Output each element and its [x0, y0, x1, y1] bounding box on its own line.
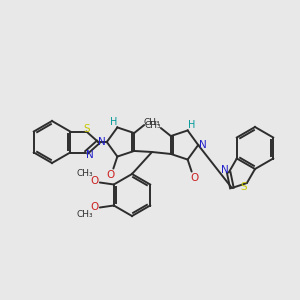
- Text: CH₃: CH₃: [144, 118, 160, 127]
- Text: O: O: [91, 202, 99, 212]
- Text: H: H: [110, 117, 117, 128]
- Text: N: N: [85, 151, 93, 160]
- Text: CH₃: CH₃: [145, 121, 161, 130]
- Text: CH₃: CH₃: [76, 169, 93, 178]
- Text: S: S: [241, 182, 247, 192]
- Text: O: O: [190, 172, 199, 183]
- Text: O: O: [91, 176, 99, 185]
- Text: S: S: [83, 124, 90, 134]
- Text: N: N: [221, 164, 229, 175]
- Text: N: N: [98, 137, 106, 147]
- Text: N: N: [199, 140, 207, 150]
- Text: O: O: [106, 169, 115, 180]
- Text: H: H: [188, 120, 195, 130]
- Text: CH₃: CH₃: [76, 210, 93, 219]
